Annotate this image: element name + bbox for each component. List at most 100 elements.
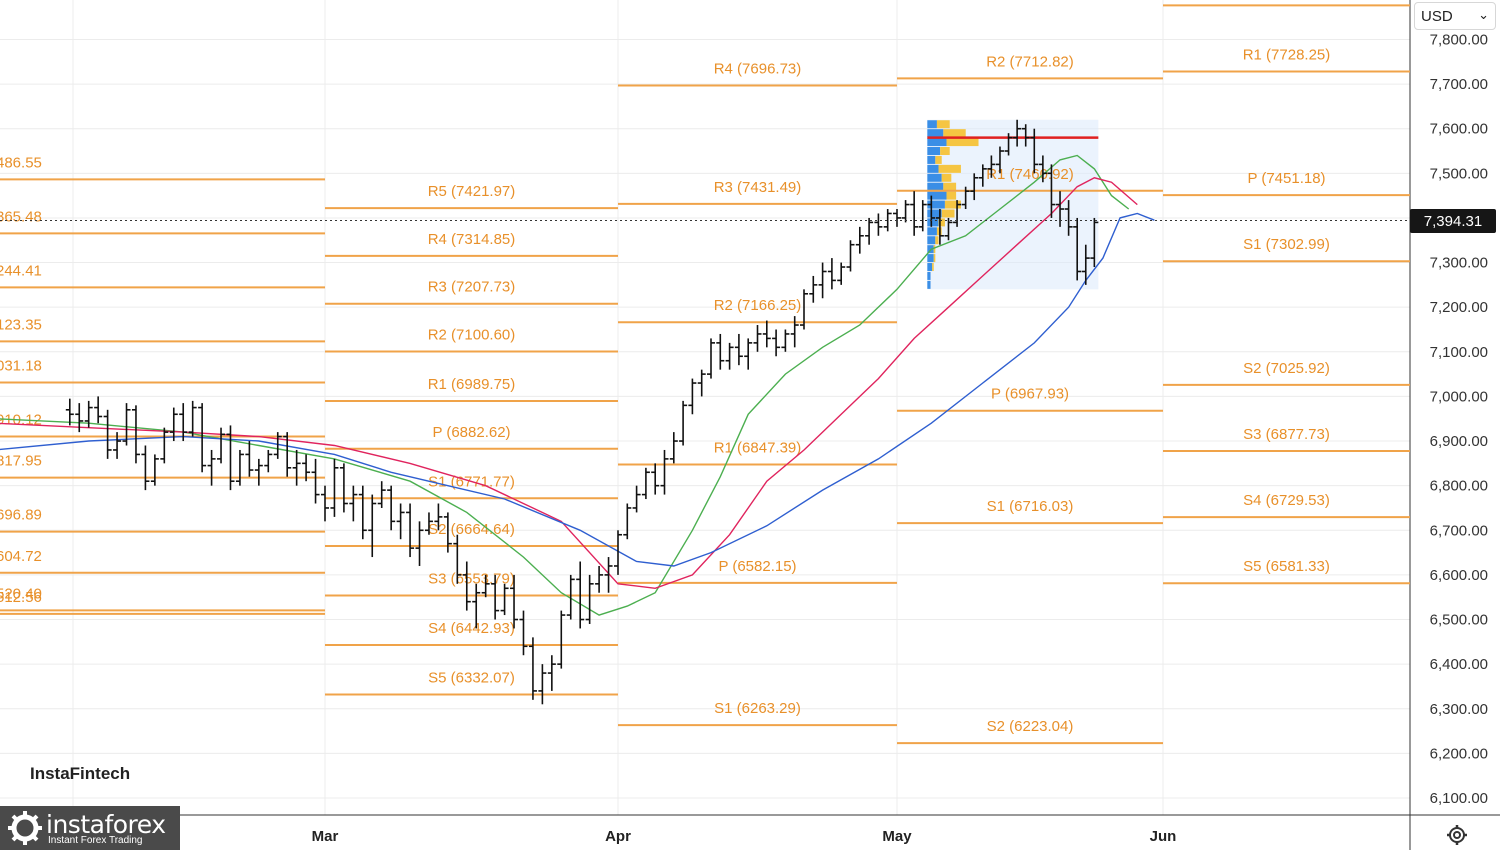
ohlc-bar (641, 467, 650, 500)
volume-bar-up (927, 236, 936, 245)
price-tick-label: 7,600.00 (1430, 121, 1488, 138)
ohlc-bar (716, 333, 725, 370)
ohlc-bar (632, 485, 641, 513)
ohlc-bar (901, 200, 910, 223)
ohlc-bar (827, 258, 836, 290)
ohlc-bar (1021, 124, 1030, 147)
price-tick-label: 7,300.00 (1430, 255, 1488, 272)
currency-select[interactable]: USD ⌄ (1414, 2, 1496, 30)
brand-name: instaforex (46, 810, 166, 839)
pivot-label: R3 (7431.49) (714, 179, 802, 196)
volume-bar-up (927, 254, 934, 263)
ohlc-bar (660, 449, 669, 495)
ohlc-bar (837, 262, 846, 285)
ohlc-bar (84, 400, 93, 428)
ohlc-bar (953, 200, 962, 227)
price-tick-label: 7,000.00 (1430, 388, 1488, 405)
ohlc-bar (339, 463, 348, 513)
ohlc-bar (790, 316, 799, 348)
ohlc-bar (368, 494, 377, 558)
pivot-label: 604.72 (0, 548, 42, 565)
volume-bar-up (927, 182, 944, 191)
ohlc-bar (462, 561, 471, 611)
month-tick-label: May (882, 828, 912, 845)
price-tick-label: 7,100.00 (1430, 344, 1488, 361)
volume-bar-down (935, 236, 939, 245)
ohlc-bar (453, 534, 462, 584)
ohlc-bar (865, 217, 874, 245)
ohlc-bar (846, 240, 855, 272)
ohlc-bar (75, 403, 84, 433)
ohlc-bar (679, 400, 688, 446)
volume-bar-up (927, 129, 944, 138)
ohlc-bar (415, 521, 424, 566)
volume-bar-up (927, 263, 933, 272)
ohlc-bar (744, 338, 753, 370)
instaforex-logo-icon (8, 811, 42, 845)
volume-bar-up (927, 271, 931, 280)
pivot-label: P (6967.93) (991, 386, 1069, 403)
pivot-label: R1 (6847.39) (714, 440, 802, 457)
pivot-label: R1 (6989.75) (428, 376, 516, 393)
ohlc-bar (576, 561, 585, 629)
pivot-label: R4 (7696.73) (714, 61, 802, 78)
ohlc-bar (1038, 155, 1047, 183)
ohlc-bar (349, 485, 358, 522)
pivot-label: P (7451.18) (1247, 170, 1325, 187)
pivot-label: R5 (7421.97) (428, 183, 516, 200)
volume-bar-down (946, 138, 979, 147)
ohlc-bar (510, 574, 519, 629)
ohlc-bar (651, 463, 660, 495)
pivot-label: R1 (7728.25) (1243, 46, 1331, 63)
volume-bar-down (932, 263, 934, 272)
ohlc-bar (918, 200, 927, 232)
ohlc-bar (481, 574, 490, 598)
pivot-label: S1 (6263.29) (714, 700, 801, 717)
price-tick-label: 6,400.00 (1430, 656, 1488, 673)
volume-bar-up (927, 138, 947, 147)
price-tick-label: 7,200.00 (1430, 299, 1488, 316)
pivot-label: R2 (7100.60) (428, 327, 516, 344)
volume-bar-down (944, 200, 961, 209)
time-axis[interactable]: Mar Apr May Jun (312, 828, 1177, 845)
ohlc-bar (1073, 217, 1082, 281)
volume-bar-down (941, 209, 955, 218)
ohlc-bar (500, 583, 509, 616)
ohlc-bar (734, 333, 743, 366)
month-tick-label: Apr (605, 828, 631, 845)
month-tick-label: Mar (312, 828, 339, 845)
ohlc-bar (978, 164, 987, 187)
ohlc-bar (396, 503, 405, 540)
price-tick-label: 6,200.00 (1430, 745, 1488, 762)
ohlc-bar (528, 637, 537, 700)
ohlc-bar (131, 405, 140, 464)
volume-bar-up (927, 191, 947, 200)
ohlc-bar (1081, 244, 1090, 285)
ohlc-bar (273, 432, 282, 459)
ohlc-bar (169, 407, 178, 442)
ohlc-bar (264, 449, 273, 473)
ohlc-bar (406, 503, 415, 558)
ohlc-bar (855, 226, 864, 254)
ohlc-bar (614, 530, 622, 575)
volume-bar-down (935, 155, 942, 164)
ohlc-bar (235, 449, 244, 486)
volume-bar-up (927, 155, 936, 164)
volume-bar-up (927, 280, 931, 289)
pivot-label: 123.35 (0, 316, 42, 333)
ohlc-bar (697, 369, 706, 397)
volume-bar-down (943, 182, 957, 191)
ohlc-bar (103, 409, 112, 459)
volume-bar-up (927, 200, 945, 209)
ohlc-bar (547, 655, 556, 691)
pivot-label: 696.89 (0, 507, 42, 524)
pivot-label: S4 (6729.53) (1243, 492, 1330, 509)
price-axis[interactable]: 6,100.00 6,200.00 6,300.00 6,400.00 6,500.00… (1430, 31, 1488, 807)
last-price-badge: 7,394.31 (1410, 209, 1496, 233)
volume-bar-down (938, 218, 945, 227)
settings-icon[interactable] (1445, 823, 1469, 847)
ohlc-bar (434, 503, 443, 531)
ohlc-bar (1030, 128, 1039, 174)
